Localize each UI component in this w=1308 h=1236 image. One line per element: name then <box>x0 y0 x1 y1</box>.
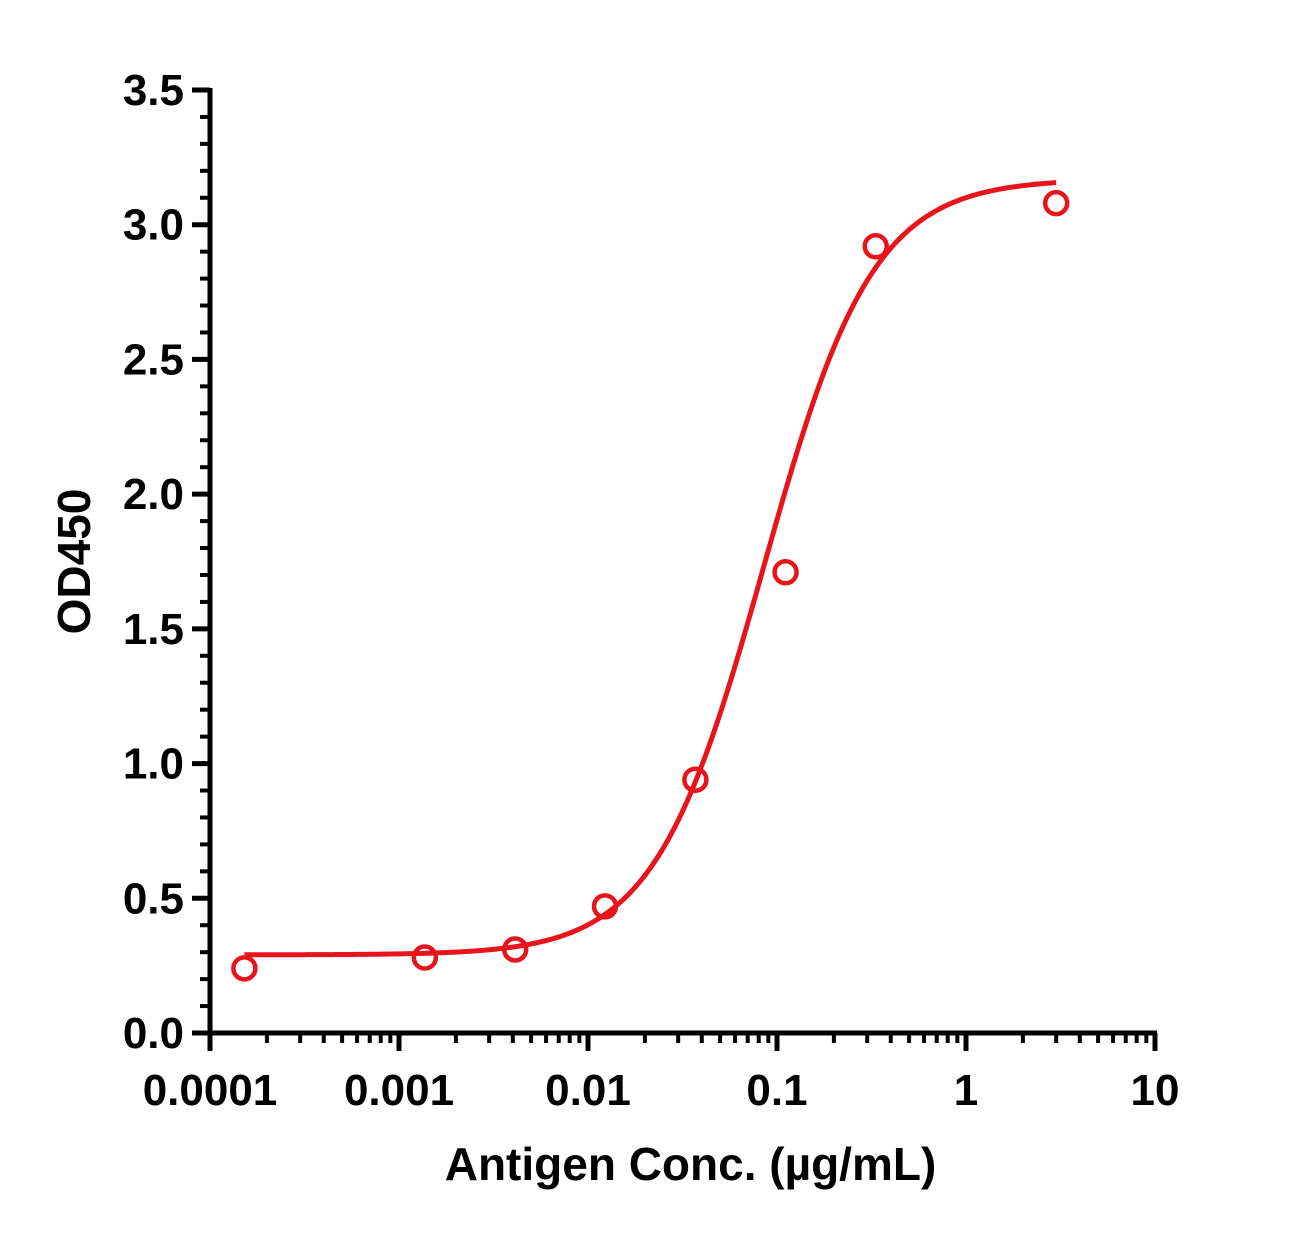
data-point <box>772 559 799 586</box>
fit-curve <box>244 180 1057 958</box>
data-point <box>591 893 619 920</box>
fit-curve-layer <box>244 180 1057 958</box>
x-tick-label: 0.001 <box>344 1066 454 1115</box>
x-tick-label: 0.1 <box>746 1066 807 1115</box>
y-tick-label: 2.5 <box>123 335 184 384</box>
x-tick-label: 10 <box>1131 1066 1180 1115</box>
labels-layer: 0.0 0.5 1.0 1.5 2.0 2.5 3.0 3.5 0.0001 0.001 0.01 0… <box>48 66 1179 1190</box>
y-tick-label: 2.0 <box>123 470 184 519</box>
data-point <box>862 233 889 260</box>
data-points-layer <box>231 189 1070 982</box>
data-point <box>231 955 258 982</box>
x-tick-label: 0.0001 <box>143 1066 278 1115</box>
data-point <box>1042 189 1070 217</box>
axes <box>192 87 1158 1051</box>
y-tick-label: 0.0 <box>123 1009 184 1058</box>
data-point <box>501 936 529 963</box>
x-tick-label: 0.01 <box>545 1066 631 1115</box>
x-axis-title: Antigen Conc. (µg/mL) <box>445 1138 937 1190</box>
y-tick-label: 0.5 <box>123 874 184 923</box>
y-tick-label: 1.0 <box>123 740 184 789</box>
data-point <box>682 766 709 793</box>
y-axis-title: OD450 <box>48 489 100 635</box>
y-tick-label: 1.5 <box>123 605 184 654</box>
y-tick-label: 3.5 <box>123 66 184 115</box>
y-tick-label: 3.0 <box>123 201 184 250</box>
data-point <box>411 944 439 971</box>
x-tick-label: 1 <box>954 1066 978 1115</box>
